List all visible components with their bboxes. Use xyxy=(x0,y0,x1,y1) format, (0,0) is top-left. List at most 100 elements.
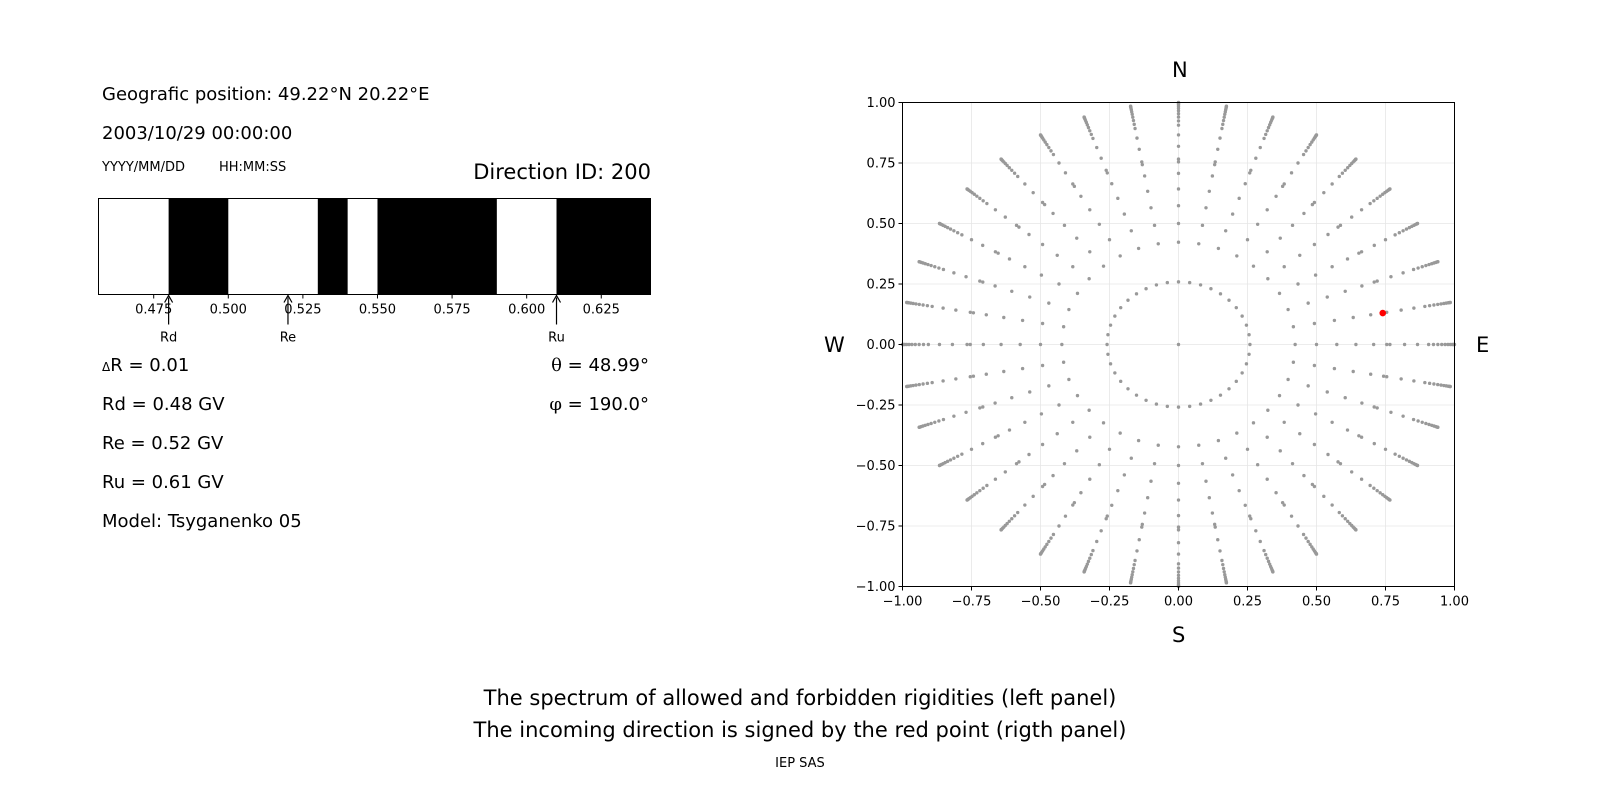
direction-point xyxy=(1198,283,1203,287)
direction-point xyxy=(913,342,917,347)
direction-point xyxy=(1176,570,1181,574)
direction-point xyxy=(993,435,998,439)
direction-point xyxy=(926,262,930,267)
direction-point xyxy=(1176,123,1181,127)
direction-point xyxy=(1197,242,1201,246)
direction-point xyxy=(1248,514,1252,518)
direction-point xyxy=(1007,257,1012,261)
direction-point xyxy=(1389,274,1393,279)
direction-point xyxy=(1420,420,1424,424)
direction-point xyxy=(999,157,1003,161)
direction-point xyxy=(1286,307,1290,312)
direction-point xyxy=(929,263,933,268)
direction-point xyxy=(1156,443,1160,447)
direction-point xyxy=(1187,404,1192,409)
direction-point xyxy=(937,221,942,226)
direction-point xyxy=(1234,305,1238,310)
direction-point xyxy=(1244,323,1249,327)
direction-point xyxy=(1223,229,1228,233)
direction-point xyxy=(1224,104,1229,108)
direction-point xyxy=(978,279,982,283)
direction-point xyxy=(954,377,958,381)
direction-point xyxy=(1003,470,1008,474)
direction-point xyxy=(1010,168,1014,172)
direction-point xyxy=(1326,232,1330,237)
direction-point xyxy=(1354,342,1358,347)
theta-text: = 48.99° xyxy=(561,355,649,376)
direction-point xyxy=(1075,449,1079,453)
direction-point xyxy=(1304,149,1308,153)
direction-point xyxy=(999,528,1003,532)
direction-point xyxy=(984,313,989,317)
direction-point xyxy=(1427,422,1431,427)
direction-point xyxy=(1223,456,1228,460)
direction-point xyxy=(1431,342,1436,347)
theta-value: θ = 48.99° xyxy=(551,355,649,376)
direction-point xyxy=(1176,498,1181,502)
direction-point xyxy=(1244,362,1249,366)
compass-east: E xyxy=(1476,333,1490,357)
direction-point xyxy=(1291,360,1296,364)
direction-point xyxy=(1149,479,1153,483)
direction-point xyxy=(975,491,979,495)
direction-point xyxy=(1108,323,1113,327)
direction-point xyxy=(1359,208,1364,212)
direction-point xyxy=(1330,265,1334,269)
direction-point xyxy=(933,265,937,269)
direction-point xyxy=(1345,428,1350,432)
direction-point xyxy=(1176,405,1181,409)
direction-point xyxy=(1436,302,1440,307)
direction-point xyxy=(1176,562,1181,566)
direction-point xyxy=(1397,231,1402,235)
theta-symbol: θ xyxy=(551,355,562,376)
direction-point xyxy=(1240,371,1244,375)
direction-point xyxy=(1277,291,1282,296)
direction-point xyxy=(1040,321,1045,326)
direction-point xyxy=(1187,280,1192,285)
direction-point xyxy=(984,372,989,376)
direction-point xyxy=(1038,552,1043,556)
direction-point xyxy=(1401,271,1405,275)
direction-point xyxy=(1427,303,1432,308)
x-tick-label: 0.550 xyxy=(359,303,396,318)
direction-point xyxy=(1104,517,1108,521)
ru-value: Ru = 0.61 GV xyxy=(102,472,224,493)
map-axes: −1.00 −0.75 −0.50 −0.25 0.00 0.25 0.50 0.75 1.00… xyxy=(856,96,1469,610)
direction-point xyxy=(941,306,945,310)
direction-point xyxy=(1142,174,1147,178)
direction-point xyxy=(1023,182,1027,186)
direction-point xyxy=(1040,200,1045,205)
direction-point xyxy=(1351,369,1355,374)
direction-point xyxy=(1237,488,1241,493)
direction-point xyxy=(1014,223,1019,228)
direction-point xyxy=(921,382,925,386)
direction-point xyxy=(1075,236,1079,240)
y-tick-label: −0.75 xyxy=(856,520,896,535)
y-tick-label: 1.00 xyxy=(867,96,896,111)
direction-point xyxy=(1061,360,1066,364)
x-tick-label: 0.525 xyxy=(284,303,321,318)
direction-point xyxy=(964,410,968,415)
direction-point xyxy=(1298,253,1302,257)
direction-point xyxy=(1128,581,1133,585)
direction-point xyxy=(1002,369,1006,374)
x-tick-label: −0.75 xyxy=(952,595,992,610)
direction-point xyxy=(1207,189,1212,194)
direction-point xyxy=(1436,342,1440,347)
direction-point xyxy=(1375,279,1379,283)
direction-point xyxy=(1332,318,1337,323)
direction-point xyxy=(1176,280,1181,284)
direction-point xyxy=(978,406,982,410)
direction-point xyxy=(1105,171,1109,175)
direction-point xyxy=(1051,152,1056,157)
y-tick-label: 0.50 xyxy=(867,217,896,232)
direction-point xyxy=(1372,405,1376,409)
direction-point xyxy=(1404,458,1409,462)
direction-point xyxy=(1017,460,1021,464)
direction-point xyxy=(1436,260,1440,264)
direction-point xyxy=(1262,548,1266,553)
direction-point xyxy=(1063,514,1068,518)
direction-point xyxy=(1388,498,1392,502)
direction-point xyxy=(1247,352,1251,356)
direction-point xyxy=(1337,174,1341,179)
